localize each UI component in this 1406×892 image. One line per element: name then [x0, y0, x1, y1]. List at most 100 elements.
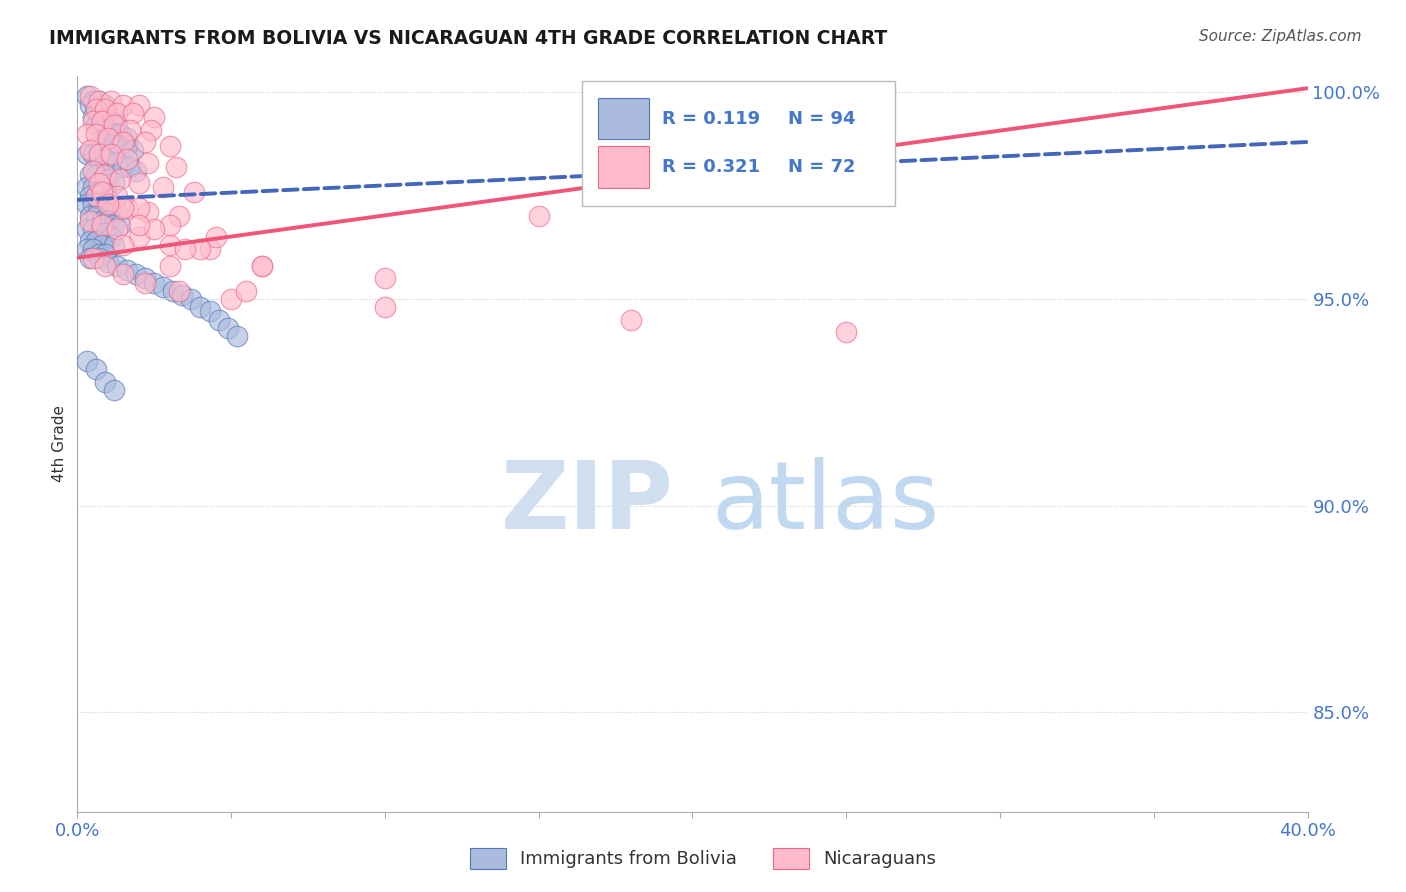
Point [79, 143, 101, 157]
Point [87, 177, 110, 191]
Point [76, 221, 98, 235]
Point [835, 325, 858, 339]
Point [103, 127, 125, 141]
Point [87, 226, 110, 240]
Point [103, 218, 125, 232]
Point [235, 284, 257, 298]
Point [103, 106, 125, 120]
Point [84, 127, 107, 141]
Point [100, 94, 122, 108]
Point [79, 168, 101, 182]
Point [76, 127, 98, 141]
Point [128, 97, 150, 112]
Point [87, 94, 110, 108]
Point [90, 172, 114, 186]
Point [79, 251, 101, 265]
Point [219, 292, 242, 306]
Point [180, 292, 202, 306]
Point [94, 152, 117, 166]
Point [97, 197, 120, 211]
Point [115, 152, 138, 166]
Point [136, 205, 159, 219]
Point [94, 259, 117, 273]
Point [110, 127, 132, 141]
Point [143, 221, 166, 235]
Point [105, 106, 128, 120]
Point [79, 97, 101, 112]
Point [97, 193, 120, 207]
Point [79, 188, 101, 202]
Point [76, 147, 98, 161]
Point [374, 271, 396, 285]
Point [115, 201, 138, 215]
Point [94, 246, 117, 260]
Point [84, 102, 107, 116]
Point [110, 172, 132, 186]
Point [76, 197, 98, 211]
Point [141, 122, 163, 136]
Point [90, 238, 114, 252]
Point [204, 230, 226, 244]
Point [162, 284, 184, 298]
Point [84, 119, 107, 133]
Point [84, 188, 107, 202]
Point [527, 210, 550, 224]
Point [87, 110, 110, 124]
Point [105, 188, 128, 202]
Point [87, 251, 110, 265]
Point [143, 110, 166, 124]
Point [94, 375, 117, 389]
Point [100, 230, 122, 244]
Point [84, 168, 107, 182]
Point [136, 155, 159, 169]
Point [94, 168, 117, 182]
Point [87, 201, 110, 215]
Point [82, 251, 104, 265]
Point [620, 312, 643, 326]
Point [100, 114, 122, 128]
Point [128, 201, 150, 215]
Point [97, 172, 120, 186]
Text: atlas: atlas [711, 457, 939, 549]
Point [174, 243, 197, 257]
Point [90, 114, 114, 128]
Point [82, 164, 104, 178]
Point [94, 114, 117, 128]
Text: IMMIGRANTS FROM BOLIVIA VS NICARAGUAN 4TH GRADE CORRELATION CHART: IMMIGRANTS FROM BOLIVIA VS NICARAGUAN 4T… [49, 29, 887, 48]
Point [128, 218, 150, 232]
Text: N = 94: N = 94 [789, 110, 856, 128]
FancyBboxPatch shape [582, 81, 896, 206]
Point [87, 246, 110, 260]
Point [159, 139, 181, 153]
Point [103, 238, 125, 252]
Point [105, 221, 128, 235]
Text: Source: ZipAtlas.com: Source: ZipAtlas.com [1198, 29, 1361, 45]
Legend: Immigrants from Bolivia, Nicaraguans: Immigrants from Bolivia, Nicaraguans [463, 840, 943, 876]
Point [105, 119, 128, 133]
Point [90, 122, 114, 136]
Point [198, 243, 221, 257]
Point [128, 230, 150, 244]
Point [84, 234, 107, 248]
Point [112, 160, 135, 174]
Point [103, 119, 125, 133]
Text: ZIP: ZIP [501, 457, 673, 549]
Point [134, 276, 156, 290]
Point [82, 94, 104, 108]
Point [82, 110, 104, 124]
Point [90, 213, 114, 227]
Point [374, 301, 396, 315]
Point [250, 259, 273, 273]
Point [188, 243, 212, 257]
Y-axis label: 4th Grade: 4th Grade [52, 405, 67, 483]
Point [118, 160, 141, 174]
Point [159, 218, 181, 232]
Point [79, 89, 101, 103]
Point [90, 102, 114, 116]
Point [79, 213, 101, 227]
Point [167, 284, 190, 298]
Point [105, 205, 128, 219]
Point [76, 180, 98, 194]
Point [115, 263, 138, 277]
Point [97, 135, 120, 149]
